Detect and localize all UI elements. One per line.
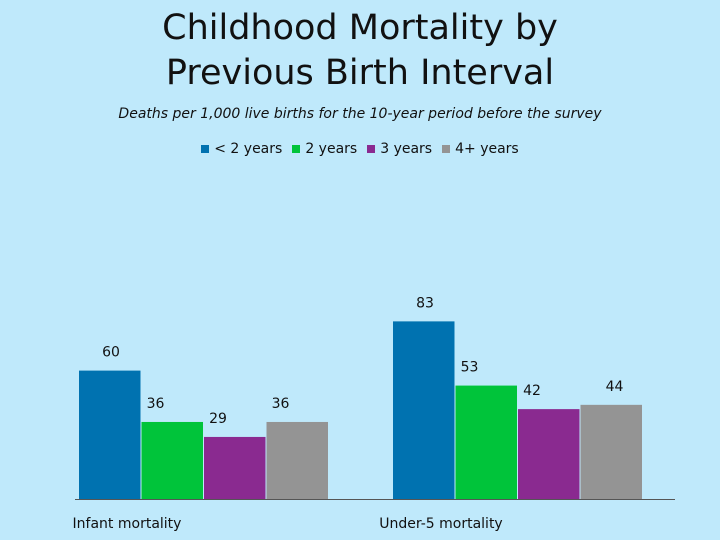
- bar-infant-series-1: [141, 421, 203, 499]
- bar-infant-series-3: [266, 421, 328, 499]
- bar-under5-series-3: [580, 404, 642, 499]
- legend-swatch-3-years: [367, 145, 376, 153]
- legend-label-3-years: 3 years: [380, 141, 433, 157]
- legend-item-2-years: 2 years: [292, 141, 357, 157]
- legend-swatch-2-years: [292, 145, 301, 153]
- bar-infant-series-2: [204, 436, 266, 499]
- legend-label-under-2-years: < 2 years: [214, 141, 283, 157]
- data-label-under5-series-1: 53: [461, 360, 479, 376]
- chart-title-line-1: Childhood Mortality by: [162, 8, 558, 48]
- data-label-infant-series-1: 36: [147, 396, 165, 412]
- chart-title-line-2: Previous Birth Interval: [165, 53, 555, 93]
- bar-under5-series-2: [518, 409, 580, 499]
- legend-item-4-plus-years: 4+ years: [442, 141, 519, 157]
- bar-infant-series-0: [79, 370, 141, 499]
- bar-under5-series-1: [455, 385, 517, 499]
- data-label-under5-series-2: 42: [523, 383, 541, 399]
- data-label-infant-series-2: 29: [209, 411, 227, 427]
- chart-title: Childhood Mortality by Previous Birth In…: [0, 6, 720, 96]
- legend-swatch-4-plus-years: [442, 145, 451, 153]
- legend-label-4-plus-years: 4+ years: [455, 141, 519, 157]
- data-label-infant-series-0: 60: [102, 345, 120, 361]
- legend-label-2-years: 2 years: [305, 141, 358, 157]
- x-tick-label-1: Under-5 mortality: [379, 516, 502, 532]
- legend-item-3-years: 3 years: [367, 141, 432, 157]
- bar-under5-series-0: [393, 321, 455, 499]
- data-label-infant-series-3: 36: [272, 396, 290, 412]
- legend-swatch-under-2-years: [201, 145, 210, 153]
- data-label-under5-series-3: 44: [606, 379, 624, 395]
- data-label-under5-series-0: 83: [416, 295, 434, 311]
- chart-legend: < 2 years 2 years 3 years 4+ years: [0, 141, 720, 157]
- legend-item-under-2-years: < 2 years: [201, 141, 282, 157]
- x-tick-label-0: Infant mortality: [73, 516, 182, 532]
- chart-subtitle: Deaths per 1,000 live births for the 10-…: [118, 106, 602, 122]
